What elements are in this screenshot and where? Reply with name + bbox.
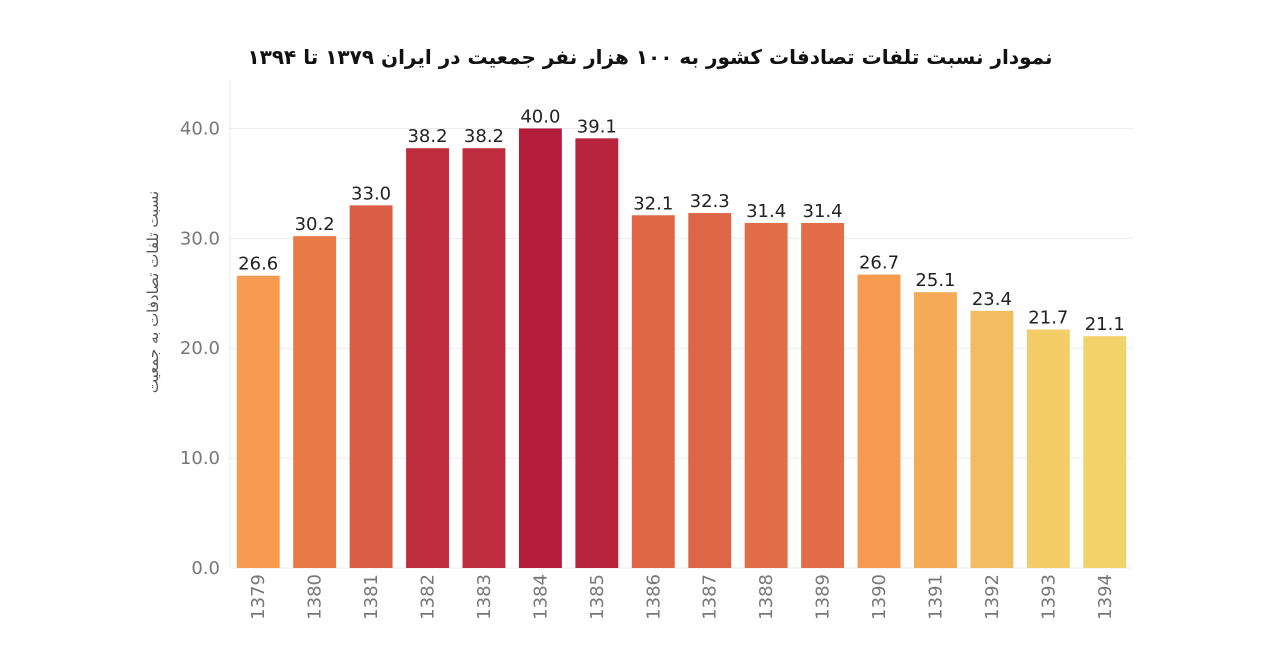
x-tick-label: 1387 <box>700 574 721 620</box>
y-tick-label: 0.0 <box>191 558 220 579</box>
bar <box>518 128 562 568</box>
y-axis-label: نسبت تلفات تصادفات به جمعیت <box>144 191 162 393</box>
x-tick-label: 1393 <box>1038 574 1059 620</box>
bar-value-label: 33.0 <box>351 183 391 204</box>
bar <box>688 213 732 568</box>
data-labels: 26.6 30.2 33.0 38.2 38.2 40.0 39.1 32.1 32.3 31.4… <box>238 106 1125 335</box>
bar-value-label: 38.2 <box>407 126 447 147</box>
y-axis-ticks: 0.0 10.0 20.0 30.0 40.0 <box>180 118 220 579</box>
bar <box>293 236 337 568</box>
bar-value-label: 31.4 <box>803 201 843 222</box>
x-tick-label: 1394 <box>1095 574 1116 620</box>
x-tick-label: 1388 <box>756 574 777 620</box>
x-tick-label: 1384 <box>530 574 551 620</box>
x-tick-label: 1381 <box>361 574 382 620</box>
bar <box>462 148 506 568</box>
y-tick-label: 10.0 <box>180 448 220 469</box>
y-tick-label: 40.0 <box>180 118 220 139</box>
x-tick-label: 1391 <box>925 574 946 620</box>
x-tick-label: 1389 <box>813 574 834 620</box>
bar <box>914 292 957 568</box>
bar <box>801 222 845 568</box>
x-tick-label: 1382 <box>418 574 439 620</box>
bar-value-label: 32.1 <box>633 193 673 214</box>
bar <box>744 222 788 568</box>
x-tick-label: 1390 <box>869 574 890 620</box>
bar-value-label: 23.4 <box>972 289 1012 310</box>
x-tick-label: 1379 <box>248 574 269 620</box>
bar <box>1026 329 1070 568</box>
chart-title: نمودار نسبت تلفات تصادفات کشور به ۱۰۰ هز… <box>247 45 1052 69</box>
bar-value-label: 25.1 <box>915 270 955 291</box>
bar <box>631 215 675 568</box>
x-tick-label: 1383 <box>474 574 495 620</box>
bar-value-label: 26.7 <box>859 253 899 274</box>
bar-value-label: 38.2 <box>464 126 504 147</box>
bar <box>575 138 619 568</box>
bar-value-label: 32.3 <box>690 191 730 212</box>
bar <box>349 205 393 568</box>
x-tick-label: 1385 <box>587 574 608 620</box>
y-tick-label: 30.0 <box>180 228 220 249</box>
bar-value-label: 21.1 <box>1085 314 1125 335</box>
bar-value-label: 31.4 <box>746 201 786 222</box>
bar-value-label: 40.0 <box>520 106 560 127</box>
x-tick-label: 1392 <box>982 574 1003 620</box>
bar-value-label: 30.2 <box>295 214 335 235</box>
x-tick-label: 1386 <box>643 574 664 620</box>
bars <box>236 128 1127 568</box>
bar-value-label: 21.7 <box>1028 308 1068 329</box>
bar <box>236 275 280 568</box>
x-tick-label: 1380 <box>305 574 326 620</box>
bar-value-label: 26.6 <box>238 254 278 275</box>
x-axis-ticks: 1379 1380 1381 1382 1383 1384 1385 1386 1387 1388… <box>248 574 1116 620</box>
bar <box>857 274 901 568</box>
bar <box>970 310 1014 568</box>
y-tick-label: 20.0 <box>180 338 220 359</box>
bar-value-label: 39.1 <box>577 116 617 137</box>
bar <box>1083 336 1127 568</box>
bar <box>406 148 449 568</box>
